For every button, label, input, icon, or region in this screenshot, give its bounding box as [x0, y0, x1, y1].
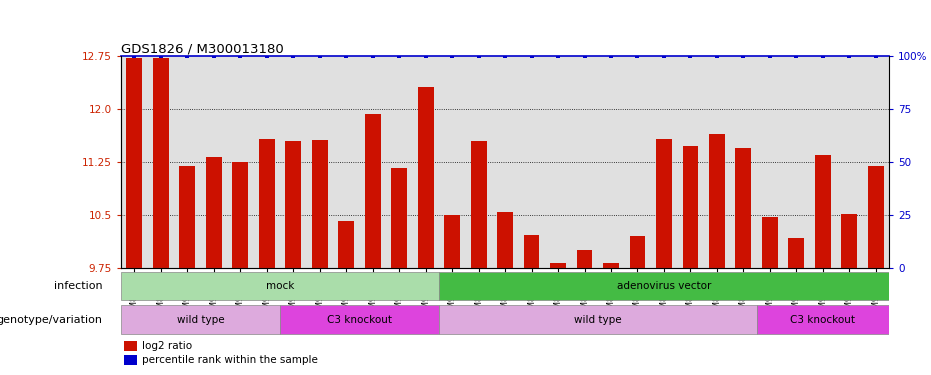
Bar: [497, 211, 513, 268]
Text: log2 ratio: log2 ratio: [142, 341, 193, 351]
Bar: [312, 140, 328, 268]
Text: C3 knockout: C3 knockout: [790, 315, 856, 325]
Bar: [842, 214, 857, 268]
Bar: [391, 168, 407, 268]
Bar: [285, 141, 301, 268]
Bar: [629, 236, 645, 268]
Bar: [127, 58, 142, 268]
Point: [683, 53, 698, 59]
Point: [842, 53, 857, 59]
Bar: [868, 166, 884, 268]
Text: GDS1826 / M300013180: GDS1826 / M300013180: [121, 42, 284, 55]
Bar: [124, 340, 137, 351]
Point: [471, 53, 486, 59]
Bar: [576, 251, 592, 268]
Text: mock: mock: [265, 281, 294, 291]
Point: [869, 53, 884, 59]
Bar: [153, 58, 169, 268]
Bar: [682, 146, 698, 268]
Bar: [418, 87, 434, 268]
Point: [445, 53, 460, 59]
Point: [365, 53, 380, 59]
Bar: [789, 238, 804, 268]
Point: [630, 53, 645, 59]
Bar: [124, 355, 137, 365]
Text: wild type: wild type: [573, 315, 622, 325]
Point: [656, 53, 671, 59]
Text: adenovirus vector: adenovirus vector: [617, 281, 711, 291]
Bar: [121, 272, 439, 300]
Bar: [365, 114, 381, 268]
Point: [603, 53, 618, 59]
Point: [180, 53, 195, 59]
Bar: [439, 272, 889, 300]
Point: [339, 53, 354, 59]
Point: [736, 53, 751, 59]
Bar: [656, 139, 672, 268]
Point: [154, 53, 169, 59]
Bar: [338, 221, 354, 268]
Point: [497, 53, 512, 59]
Text: genotype/variation: genotype/variation: [0, 315, 102, 325]
Bar: [815, 155, 830, 268]
Bar: [735, 148, 751, 268]
Point: [550, 53, 565, 59]
Point: [816, 53, 830, 59]
Text: infection: infection: [54, 281, 102, 291]
Point: [392, 53, 407, 59]
Point: [259, 53, 274, 59]
Point: [577, 53, 592, 59]
Bar: [762, 217, 778, 268]
Bar: [206, 157, 222, 268]
Text: percentile rank within the sample: percentile rank within the sample: [142, 355, 318, 365]
Bar: [439, 305, 757, 334]
Point: [762, 53, 777, 59]
Point: [312, 53, 327, 59]
Bar: [259, 139, 275, 268]
Bar: [603, 263, 619, 268]
Point: [524, 53, 539, 59]
Bar: [444, 215, 460, 268]
Bar: [550, 263, 566, 268]
Bar: [523, 235, 539, 268]
Bar: [709, 134, 725, 268]
Bar: [232, 162, 249, 268]
Text: wild type: wild type: [177, 315, 224, 325]
Point: [127, 53, 142, 59]
Bar: [471, 141, 487, 268]
Point: [418, 53, 433, 59]
Point: [207, 53, 222, 59]
Text: C3 knockout: C3 knockout: [327, 315, 392, 325]
Bar: [121, 305, 280, 334]
Point: [286, 53, 301, 59]
Point: [789, 53, 803, 59]
Point: [709, 53, 724, 59]
Bar: [180, 166, 196, 268]
Point: [233, 53, 248, 59]
Bar: [757, 305, 889, 334]
Bar: [280, 305, 439, 334]
